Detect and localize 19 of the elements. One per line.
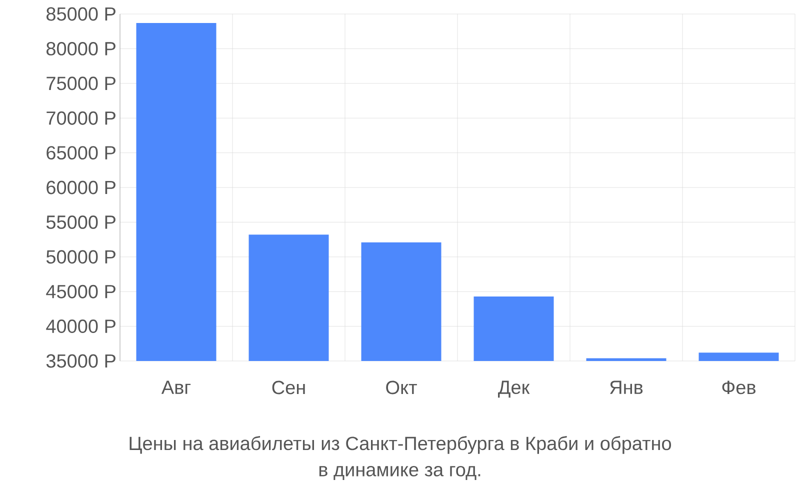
y-tick-label: 75000 Р [46,76,116,90]
x-tick-label: Фев [722,380,756,394]
text: Цены на авиабилеты из Санкт-Петербурга в Краби и обратно [130,436,672,454]
x-tick-label: Сен [272,380,305,394]
y-tick-label: 35000 Р [46,354,116,368]
y-tick-label: 65000 Р [46,146,116,160]
y-tick-label: 45000 Р [46,284,116,298]
y-tick-label: 80000 Р [46,42,116,56]
y-tick-label: 70000 Р [46,111,116,125]
x-tick-label: Дек [498,380,530,398]
y-tick-label: 85000 Р [46,7,116,21]
x-tick-label: Окт [386,380,417,394]
text: в динамике за год. [319,466,480,480]
y-tick-label: 60000 Р [46,180,116,194]
x-tick-label: Авг [161,380,191,394]
x-tick-label: Янв [610,380,643,394]
y-tick-label: 50000 Р [46,250,116,264]
y-tick-label: 40000 Р [46,320,116,334]
y-tick-label: 55000 Р [46,215,116,229]
